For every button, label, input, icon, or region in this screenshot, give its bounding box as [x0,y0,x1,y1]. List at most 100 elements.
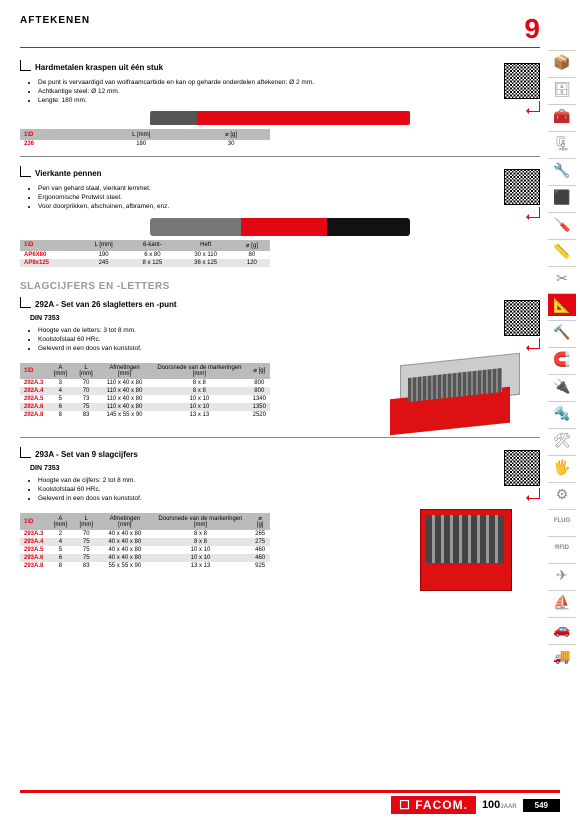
sidebar-category-icon[interactable]: 🚗 [548,617,576,640]
table-cell: 70 [73,387,98,395]
page-footer: ☐ FACOM. 100JAAR 549 [0,790,580,814]
table-row: 293A.447540 x 40 x 808 x 8275 [20,538,270,546]
col-header: 1\D [20,129,90,140]
table-cell: 8 x 8 [150,387,248,395]
table-row: 293A.557540 x 40 x 8010 x 10460 [20,546,270,554]
section-title: 293A - Set van 9 slagcijfers [35,450,138,459]
table-cell: 292A.8 [20,411,47,419]
bullet-item: Lengte: 180 mm. [38,96,540,105]
table-cell: 8 [47,562,73,570]
bullet-item: Koolstofstaal 60 HRc. [38,335,540,344]
header-divider [20,47,540,48]
col-header: Doorsnede van de markeringen [mm] [151,513,251,530]
sidebar-category-icon[interactable]: 🔌 [548,374,576,397]
sidebar-category-icon[interactable]: 📐 [548,293,576,316]
subsection-title: SLAGCIJFERS EN -LETTERS [20,281,540,292]
table-cell: 180 [90,140,192,148]
bullet-item: Geleverd in een doos van kunststof. [38,494,540,503]
footer-divider [20,790,560,793]
table-cell: 10 x 10 [150,403,248,411]
col-header: 6-kant- [127,240,177,251]
page-title: AFTEKENEN [20,15,90,26]
qr-block [504,169,540,218]
bullet-list: Hoogte van de letters: 3 tot 8 mm.Koolst… [38,326,540,353]
sidebar-category-icon[interactable]: 🗜 [548,131,576,154]
table-cell: 2 [47,530,73,538]
col-header: ⌀ [g] [192,129,270,140]
table-row: AP6X801906 x 8030 x 11080 [20,251,270,259]
table-cell: 925 [250,562,270,570]
table-cell: 5 [47,546,73,554]
table-cell: 292A.5 [20,395,47,403]
bullet-item: Koolstofstaal 60 HRc. [38,485,540,494]
bullet-item: Achtkantige steel: Ø 12 mm. [38,87,540,96]
sidebar-category-icon[interactable]: ✈ [548,563,576,586]
din-label: DIN 7353 [30,465,540,472]
product-image-scriber [150,111,410,125]
table-cell: 800 [249,379,270,387]
section-divider [20,156,540,157]
sidebar-category-icon[interactable]: 🚚 [548,644,576,667]
table-cell: 1340 [249,395,270,403]
sidebar-category-icon[interactable]: 🧲 [548,347,576,370]
qr-code-icon [504,169,540,205]
table-row: 293A.888355 x 55 x 9013 x 13925 [20,562,270,570]
table-cell: 6 [47,403,73,411]
table-row: 23618030 [20,140,270,148]
table-row: 292A.5573110 x 40 x 8010 x 101340 [20,395,270,403]
spec-table: 1\DL [mm]6-kant-Heft⌀ [g]AP6X801906 x 80… [20,240,270,267]
table-cell: 8 [47,411,73,419]
table-cell: 293A.4 [20,538,47,546]
din-label: DIN 7353 [30,315,540,322]
table-cell: 190 [80,251,127,259]
product-image-pen [150,218,410,236]
table-cell: 10 x 10 [151,554,251,562]
table-cell: 13 x 13 [151,562,251,570]
sidebar-category-icon[interactable]: 📏 [548,239,576,262]
table-cell: 8 x 125 [127,259,177,267]
sidebar-category-icon[interactable]: 🗄 [548,77,576,100]
table-cell: 75 [73,546,99,554]
col-header: Heft [178,240,234,251]
sidebar-category-icon[interactable]: 🔩 [548,401,576,424]
table-cell: 120 [234,259,270,267]
sidebar-category-icon[interactable]: FLUO [548,509,576,532]
qr-arrow-icon [527,207,540,218]
sidebar-category-icon[interactable]: 🪛 [548,212,576,235]
table-row: AP8x1252458 x 12536 x 125120 [20,259,270,267]
qr-block [504,300,540,349]
brand-logo: ☐ FACOM. [391,796,476,814]
sidebar-category-icon[interactable]: 🛠 [548,428,576,451]
sidebar-category-icon[interactable]: ⚙ [548,482,576,505]
table-cell: 8 x 8 [150,379,248,387]
sidebar-category-icon[interactable]: ✂ [548,266,576,289]
sidebar-category-icon[interactable]: ⬛ [548,185,576,208]
sidebar-category-icon[interactable]: 🧰 [548,104,576,127]
bullet-item: Hoogte van de letters: 3 tot 8 mm. [38,326,540,335]
product-image-stampset-small [420,509,510,589]
table-cell: 293A.6 [20,554,47,562]
qr-code-icon [504,450,540,486]
table-cell: 460 [250,554,270,562]
bullet-item: Ergonomische Protwist steel. [38,193,540,202]
table-cell: 292A.3 [20,379,47,387]
sidebar-category-icon[interactable]: 🖐 [548,455,576,478]
pointer-icon [20,60,31,71]
sidebar-category-icon[interactable]: RFID [548,536,576,559]
table-cell: 83 [73,411,98,419]
sidebar-category-icon[interactable]: 🔧 [548,158,576,181]
col-header: A [mm] [47,363,73,379]
table-cell: 110 x 40 x 80 [99,387,150,395]
bullet-list: De punt is vervaardigd van wolfraamcarbi… [38,78,540,105]
table-cell: 40 x 40 x 80 [99,554,151,562]
section-title: 292A - Set van 26 slagletters en -punt [35,300,177,309]
sidebar-category-icon[interactable]: ⛵ [548,590,576,613]
chapter-number: 9 [524,15,540,43]
sidebar-category-icon[interactable]: 🔨 [548,320,576,343]
table-cell: 265 [250,530,270,538]
sidebar-category-icon[interactable]: 📦 [548,50,576,73]
qr-block [504,63,540,112]
table-cell: 75 [73,554,99,562]
qr-code-icon [504,63,540,99]
col-header: 1\D [20,513,47,530]
